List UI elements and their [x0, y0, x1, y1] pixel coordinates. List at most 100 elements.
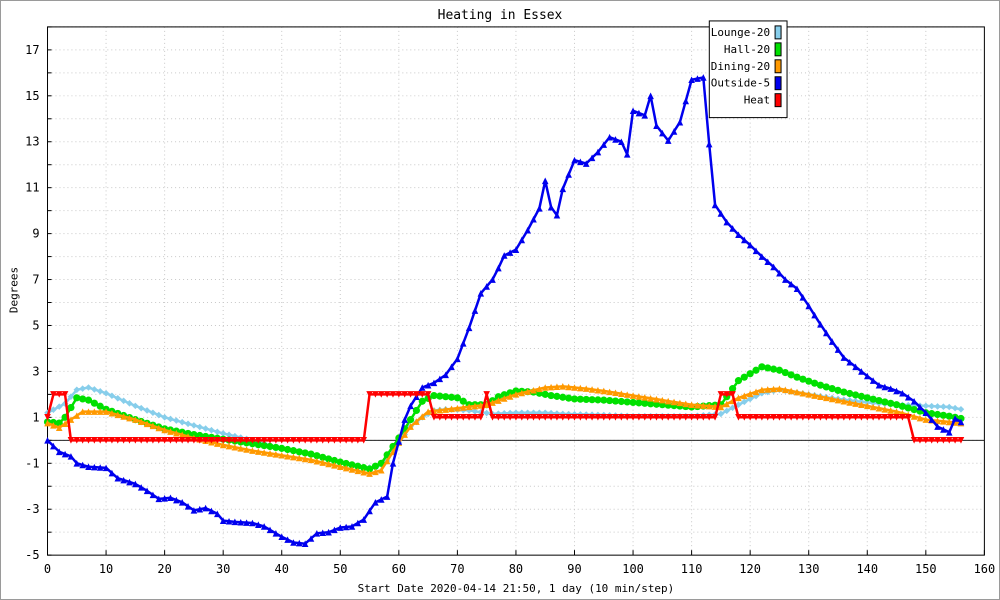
data-point: [723, 400, 731, 408]
data-point: [659, 129, 666, 137]
data-point: [301, 449, 309, 457]
data-point: [629, 107, 637, 115]
x-tick-label: 160: [974, 562, 996, 576]
data-point: [91, 463, 98, 471]
data-point: [137, 484, 145, 491]
data-point: [61, 420, 69, 427]
x-tick-label: 130: [798, 562, 820, 576]
data-point: [618, 390, 625, 397]
data-point: [73, 412, 81, 419]
data-point: [629, 414, 637, 421]
data-point: [296, 539, 303, 547]
data-point: [91, 386, 98, 393]
data-point: [869, 395, 877, 403]
data-point: [934, 403, 941, 410]
data-point: [928, 437, 935, 444]
data-point: [313, 457, 321, 465]
data-point: [600, 141, 608, 148]
data-point: [670, 398, 678, 406]
data-point: [249, 519, 256, 527]
data-point: [582, 385, 590, 392]
data-point: [594, 148, 602, 156]
y-axis-label: Degrees: [8, 267, 21, 313]
data-point: [55, 448, 63, 456]
data-point: [307, 456, 315, 464]
data-point: [114, 394, 122, 402]
data-point: [383, 457, 391, 465]
data-point: [852, 400, 859, 407]
data-point: [647, 92, 654, 100]
data-point: [225, 437, 233, 444]
y-tick-label: 15: [25, 89, 39, 103]
data-point: [290, 437, 297, 444]
data-point: [934, 437, 941, 444]
data-point: [249, 437, 256, 444]
data-point: [893, 408, 900, 415]
data-point: [764, 258, 772, 266]
data-point: [342, 437, 350, 444]
data-point: [694, 401, 701, 409]
x-tick-label: 110: [681, 562, 703, 576]
data-point: [296, 454, 303, 462]
data-point: [120, 397, 127, 405]
data-point: [413, 391, 420, 398]
data-point: [694, 414, 701, 421]
data-point: [618, 414, 625, 421]
data-point: [161, 437, 168, 444]
x-tick-label: 20: [157, 562, 171, 576]
data-point: [629, 398, 637, 407]
data-point: [354, 462, 362, 470]
data-point: [816, 381, 825, 389]
data-point: [752, 366, 760, 374]
data-point: [723, 391, 731, 398]
data-point: [407, 423, 414, 430]
data-point: [120, 413, 127, 420]
x-tick-label: 70: [450, 562, 464, 576]
data-point: [916, 414, 924, 422]
data-point: [571, 414, 578, 421]
data-point: [746, 370, 754, 378]
data-point: [442, 414, 449, 421]
data-point: [465, 414, 473, 421]
data-point: [606, 133, 613, 141]
data-point: [945, 412, 953, 420]
data-point: [893, 414, 900, 421]
data-point: [383, 493, 391, 500]
data-point: [283, 445, 292, 454]
data-point: [922, 409, 930, 417]
data-point: [928, 402, 935, 410]
data-point: [371, 462, 380, 470]
data-point: [776, 269, 783, 277]
data-point: [237, 437, 245, 444]
data-point: [178, 437, 186, 444]
data-point: [266, 442, 274, 451]
data-point: [459, 339, 467, 347]
data-point: [559, 414, 567, 421]
data-point: [565, 394, 573, 402]
data-point: [840, 414, 848, 421]
data-point: [84, 396, 93, 404]
data-point: [167, 494, 174, 502]
data-point: [928, 410, 936, 418]
data-point: [202, 425, 209, 432]
data-point: [822, 414, 830, 421]
data-point: [512, 246, 520, 253]
data-point: [377, 496, 385, 503]
data-point: [735, 414, 742, 421]
data-point: [406, 416, 415, 424]
data-point: [565, 414, 572, 421]
legend-swatch: [774, 59, 782, 74]
data-point: [161, 495, 168, 502]
data-point: [424, 408, 432, 415]
y-tick-label: 7: [32, 273, 39, 287]
data-point: [137, 418, 145, 425]
data-point: [618, 138, 625, 146]
x-tick-label: 120: [739, 562, 761, 576]
data-point: [828, 338, 836, 345]
data-point: [319, 529, 327, 537]
data-point: [641, 399, 649, 407]
data-point: [752, 414, 760, 421]
data-point: [623, 391, 631, 398]
data-point: [372, 391, 379, 398]
